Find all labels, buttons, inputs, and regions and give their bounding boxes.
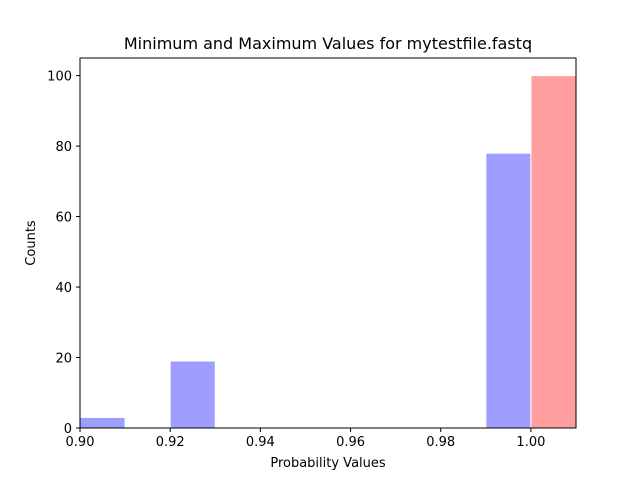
plot-frame xyxy=(79,57,577,429)
bar-series-1-bin-1 xyxy=(79,416,126,429)
x-axis-label: Probability Values xyxy=(270,456,386,471)
x-tick-label: 0.92 xyxy=(156,435,185,450)
bars-group xyxy=(79,75,577,429)
x-tick-label: 0.94 xyxy=(246,435,275,450)
bar-series-1-bin-2 xyxy=(169,360,216,429)
y-tick-label: 0 xyxy=(64,422,72,437)
x-axis-ticks: 0.90 0.92 0.94 0.96 0.98 1.00 xyxy=(66,428,545,450)
y-axis-label: Counts xyxy=(24,220,39,266)
x-tick-label: 0.96 xyxy=(336,435,365,450)
x-tick-label: 0.90 xyxy=(66,435,95,450)
bar-series-2-bin-1 xyxy=(530,75,577,429)
x-tick-label: 0.98 xyxy=(426,435,455,450)
chart-title: Minimum and Maximum Values for mytestfil… xyxy=(124,34,532,53)
bar-series-1-bin-3 xyxy=(485,152,532,429)
y-tick-label: 20 xyxy=(55,352,72,367)
x-tick-label: 1.00 xyxy=(516,435,545,450)
y-axis-ticks: 0 20 40 60 80 100 xyxy=(47,70,80,437)
y-tick-label: 40 xyxy=(55,281,72,296)
y-tick-label: 60 xyxy=(55,211,72,226)
y-tick-label: 80 xyxy=(55,140,72,155)
y-tick-label: 100 xyxy=(47,70,72,85)
